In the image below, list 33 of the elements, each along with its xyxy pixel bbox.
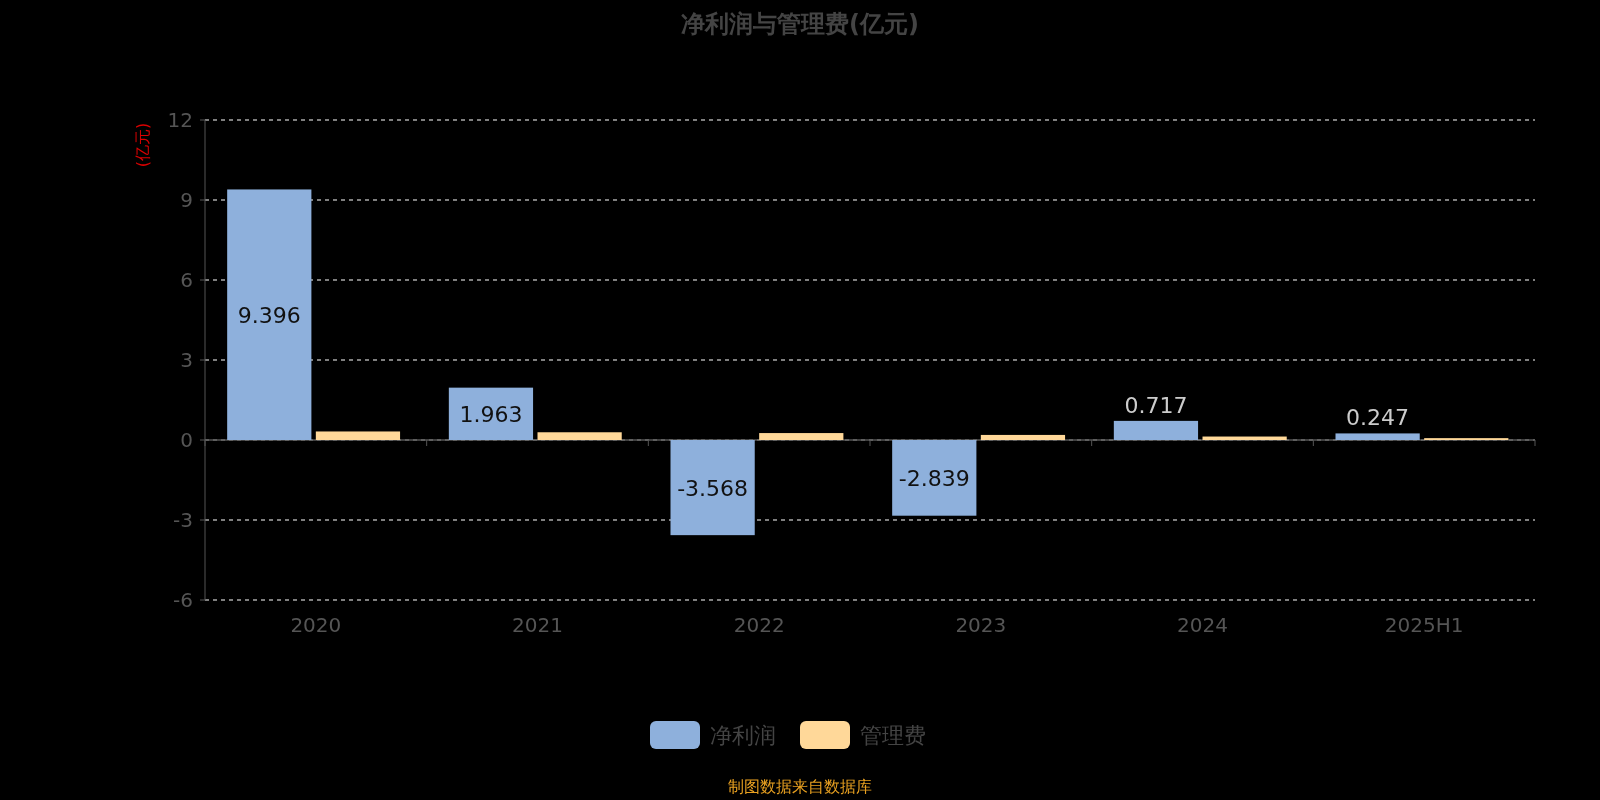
y-tick-label: 9 [180, 188, 193, 212]
y-tick-label: 3 [180, 348, 193, 372]
data-label: -2.839 [898, 465, 970, 491]
y-tick-label: 6 [180, 268, 193, 292]
legend-label: 管理费 [860, 723, 926, 748]
x-tick-label: 2021 [512, 613, 563, 637]
y-axis-title: (亿元) [133, 122, 152, 168]
bar [892, 440, 977, 516]
bar [1113, 420, 1199, 440]
data-label: 0.717 [1124, 392, 1188, 418]
bar [1335, 433, 1420, 440]
bar [227, 189, 312, 440]
x-tick-label: 2024 [1177, 613, 1228, 637]
bar [759, 433, 844, 440]
y-tick-label: 0 [180, 428, 193, 452]
data-label: 0.247 [1346, 405, 1410, 431]
y-tick-label: 12 [167, 108, 193, 132]
x-tick-label: 2023 [955, 613, 1007, 637]
legend-label: 净利润 [710, 723, 776, 748]
data-label: -3.568 [677, 475, 749, 501]
chart-title: 净利润与管理费(亿元) [681, 10, 919, 38]
y-tick-label: -6 [173, 588, 193, 612]
data-label: 9.396 [237, 302, 301, 328]
bar [315, 431, 401, 440]
bar [537, 432, 622, 440]
bar [670, 440, 755, 536]
y-tick-label: -3 [173, 508, 193, 532]
data-label: 1.963 [459, 401, 523, 427]
bar [980, 434, 1066, 440]
x-tick-label: 2022 [733, 613, 785, 637]
text: 制图数据来自数据库 [728, 777, 872, 796]
x-tick-label: 2020 [290, 613, 342, 637]
x-tick-label: 2025H1 [1384, 613, 1464, 637]
